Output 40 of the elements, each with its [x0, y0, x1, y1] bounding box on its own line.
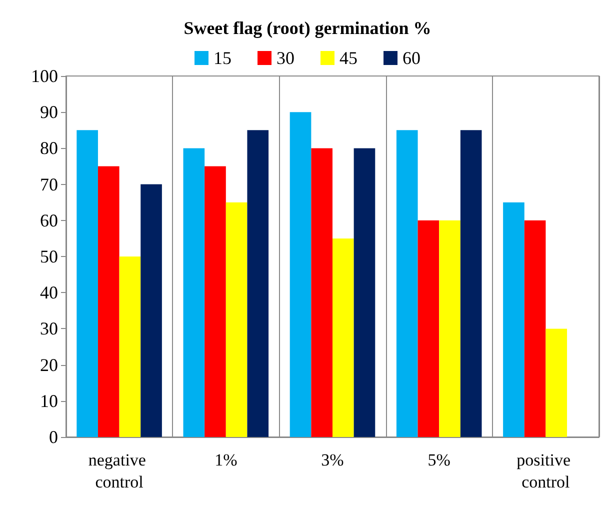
chart-title: Sweet flag (root) germination % [184, 18, 432, 38]
bar [140, 184, 162, 437]
bar [354, 148, 376, 437]
bar [311, 148, 332, 437]
bar [524, 220, 546, 437]
y-tick-label: 10 [40, 390, 58, 411]
y-tick-label: 40 [40, 282, 58, 303]
x-tick-label: 3% [321, 450, 344, 470]
bar [247, 130, 269, 437]
y-tick-label: 70 [40, 174, 58, 194]
y-tick-label: 20 [40, 354, 58, 375]
bar [98, 166, 120, 437]
bar [332, 238, 354, 437]
bar [290, 112, 312, 437]
bar [460, 130, 482, 437]
y-tick-label: 30 [40, 318, 58, 339]
bar [396, 130, 418, 437]
x-tick-label: negative control [88, 450, 150, 492]
y-tick-label: 0 [49, 427, 58, 447]
y-tick-label: 90 [40, 102, 58, 122]
bar [226, 202, 248, 437]
y-tick-label: 100 [31, 66, 58, 86]
bar [183, 148, 205, 437]
x-tick-label: 5% [428, 450, 450, 470]
bar [503, 202, 524, 437]
bar [119, 256, 141, 437]
bar [76, 130, 98, 437]
y-tick-label: 60 [40, 210, 58, 230]
x-tick-label: 1% [214, 450, 238, 470]
legend-label: 30 [276, 48, 294, 68]
legend-label: 15 [214, 48, 232, 68]
y-tick-label: 80 [40, 138, 58, 158]
bar [418, 220, 440, 437]
bar [204, 166, 226, 437]
bar [546, 328, 568, 437]
x-tick-label: positive control [516, 450, 575, 492]
legend-label: 45 [340, 48, 358, 68]
bar [439, 220, 460, 437]
y-tick-label: 50 [40, 246, 58, 266]
legend-label: 60 [402, 48, 420, 68]
